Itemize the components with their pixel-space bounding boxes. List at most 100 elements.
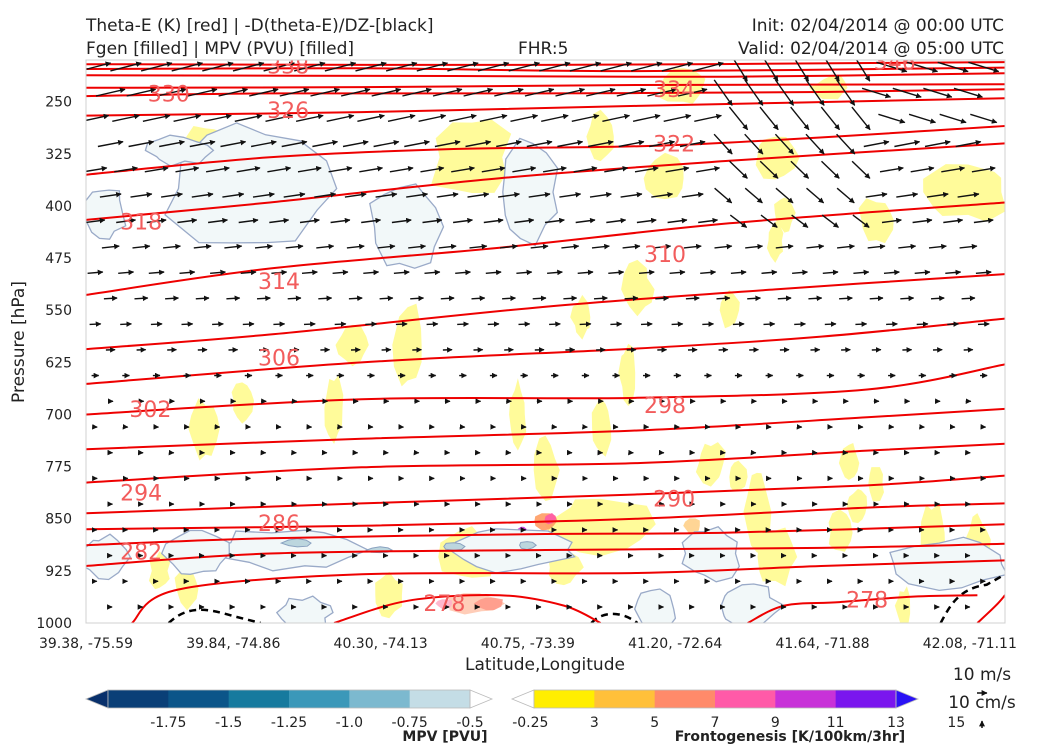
negative-contour [590, 612, 639, 623]
colorbar-segment [409, 690, 471, 708]
wind-vector [730, 269, 747, 276]
wind-vector [653, 243, 672, 250]
wind-vector [416, 61, 449, 72]
vector-key-vertical: 10 cm/s [948, 693, 1016, 713]
wind-vector [287, 295, 302, 302]
fgen-region [335, 324, 369, 367]
wind-vector [759, 160, 779, 179]
fgen-region [757, 527, 798, 587]
wind-vector [589, 191, 612, 198]
wind-vector [467, 191, 490, 198]
wind-vector [677, 87, 708, 97]
mpv-colorbar-label: MPV [PVU] [402, 729, 487, 745]
wind-vector [716, 295, 731, 302]
title-line-2: Fgen [filled] | MPV (PVU) [filled] [86, 39, 354, 59]
wind-vector [561, 243, 580, 250]
wind-vector [906, 61, 939, 73]
wind-vector [879, 165, 904, 173]
plot-frame [85, 59, 1006, 624]
wind-vector [385, 61, 418, 72]
wind-vector [744, 79, 764, 106]
wind-vector [555, 87, 586, 97]
wind-vector [365, 321, 378, 327]
y-tick-label: 850 [45, 512, 72, 528]
wind-vector [763, 321, 776, 327]
wind-vector [542, 165, 567, 173]
x-tick-label: 39.38, -75.59 [39, 636, 133, 652]
wind-vector [945, 269, 962, 276]
colorbar-tick-label: 15 [947, 715, 965, 731]
wind-vector [432, 87, 463, 97]
wind-vector [379, 295, 394, 302]
wind-vector [975, 269, 992, 276]
wind-vector [453, 217, 473, 224]
wind-vector [957, 191, 980, 198]
wind-vector [418, 113, 447, 122]
wind-vector [761, 269, 778, 276]
init-time: Init: 02/04/2014 @ 00:00 UTC [752, 16, 1004, 36]
wind-vector [89, 321, 102, 327]
negative-contour [939, 573, 1005, 623]
wind-vector [851, 106, 871, 131]
wind-vector [387, 113, 416, 122]
fgen-region [621, 259, 655, 317]
wind-vector [729, 214, 748, 228]
wind-vector [961, 295, 976, 302]
wind-vector [283, 191, 306, 198]
wind-vector [694, 113, 722, 122]
fgen-region [618, 343, 636, 406]
wind-vector [146, 217, 167, 224]
wind-vector [232, 61, 265, 72]
wind-vector [622, 243, 641, 250]
wind-vector [586, 87, 616, 97]
theta-e-label: 330 [148, 82, 190, 107]
wind-vector [101, 243, 120, 250]
wind-vector [774, 133, 795, 155]
wind-vector [159, 139, 185, 148]
wind-vector [179, 269, 196, 276]
wind-vector [792, 269, 808, 276]
y-tick-label: 925 [45, 564, 72, 580]
wind-vector [426, 321, 439, 327]
fgen-region [591, 397, 612, 457]
colorbar-segment [228, 690, 290, 708]
x-axis-ticks: 39.38, -75.59 39.84, -74.86 40.30, -74.13 4… [39, 636, 1017, 652]
wind-vector [700, 269, 717, 276]
wind-vector [371, 87, 402, 97]
wind-vector [661, 61, 694, 72]
wind-vector [883, 269, 900, 276]
mpv-core [279, 538, 312, 548]
wind-vector [252, 191, 275, 198]
wind-vector [508, 61, 541, 72]
wind-vector [424, 269, 441, 276]
wind-vector [526, 139, 553, 148]
title-line-1: Theta-E (K) [red] | -D(theta-E)/DZ-[blac… [85, 16, 434, 36]
fhr-label: FHR:5 [518, 39, 568, 59]
wind-vector [226, 295, 241, 302]
theta-e-line [86, 88, 1005, 98]
wind-vector [187, 87, 218, 97]
wind-vector [195, 295, 210, 302]
theta-e-line [86, 474, 1005, 515]
wind-vector [348, 295, 363, 302]
wind-vector [512, 165, 537, 173]
wind-vector [973, 217, 994, 224]
y-tick-label: 325 [45, 147, 72, 163]
wind-vector [254, 243, 273, 250]
wind-vector [855, 60, 871, 82]
mpv-region [502, 137, 559, 247]
wind-vector [263, 61, 295, 72]
x-tick-label: 41.64, -71.88 [775, 636, 869, 652]
wind-vector [836, 79, 856, 106]
wind-vector [361, 217, 382, 224]
wind-vector [438, 243, 457, 250]
wind-vector [103, 295, 118, 302]
theta-e-label: 302 [129, 398, 171, 423]
wind-vector [571, 113, 600, 122]
wind-vector [303, 321, 316, 327]
wind-vector [340, 87, 371, 97]
wind-vector [651, 191, 674, 198]
valid-time: Valid: 02/04/2014 @ 05:00 UTC [738, 39, 1004, 59]
wind-vector [593, 295, 608, 302]
